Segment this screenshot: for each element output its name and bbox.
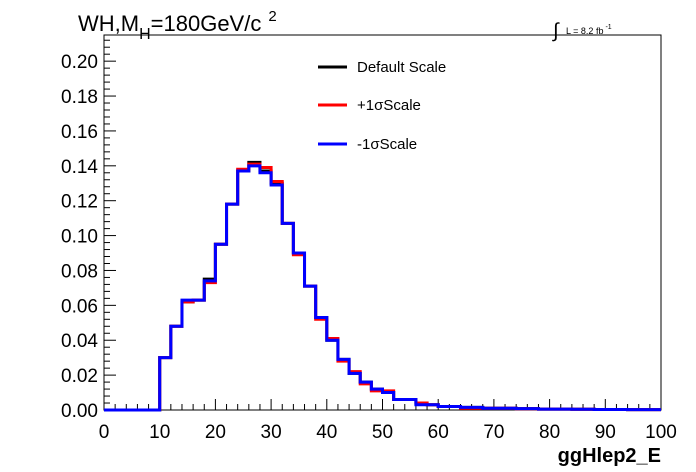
axes: 0.00 0.02 0.04 0.06 0.08 0.10 0.12 0.14 0.16 0.18… bbox=[61, 39, 677, 443]
luminosity-integral-symbol: ∫ bbox=[552, 20, 560, 42]
title-superscript: 2 bbox=[268, 8, 276, 25]
series-default-scale bbox=[104, 160, 661, 412]
y-tick-label: 0.12 bbox=[61, 192, 98, 213]
x-tick-label: 70 bbox=[483, 422, 504, 443]
luminosity-superscript: -1 bbox=[605, 24, 611, 31]
series-group bbox=[104, 160, 661, 412]
y-tick-label: 0.04 bbox=[61, 331, 98, 352]
x-tick-label: 0 bbox=[99, 422, 110, 443]
x-tick-label: 80 bbox=[539, 422, 560, 443]
x-tick-label: 20 bbox=[205, 422, 226, 443]
x-tick-label: 10 bbox=[149, 422, 170, 443]
y-tick-label: 0.00 bbox=[61, 401, 98, 422]
y-tick-label: 0.14 bbox=[61, 157, 98, 178]
luminosity-text: L = 8.2 fb bbox=[566, 26, 603, 36]
legend: Default Scale +1σScale -1σScale bbox=[318, 59, 446, 153]
x-tick-label: 30 bbox=[261, 422, 282, 443]
y-tick-label: 0.10 bbox=[61, 227, 98, 248]
x-tick-label: 50 bbox=[372, 422, 393, 443]
y-tick-label: 0.06 bbox=[61, 296, 98, 317]
x-tick-label: 60 bbox=[428, 422, 449, 443]
luminosity-label: L = 8.2 fb -1 bbox=[566, 24, 612, 36]
legend-label: -1σScale bbox=[357, 136, 417, 153]
x-tick-label: 90 bbox=[595, 422, 616, 443]
series-minus-1sigma-scale bbox=[104, 164, 661, 412]
series-plus-1sigma-scale bbox=[104, 162, 661, 412]
y-tick-label: 0.02 bbox=[61, 366, 98, 387]
x-axis-label: ggHlep2_E bbox=[558, 445, 661, 467]
title-value: =180GeV/c bbox=[151, 11, 262, 36]
y-tick-label: 0.08 bbox=[61, 261, 98, 282]
y-tick-label: 0.20 bbox=[61, 52, 98, 73]
x-tick-label: 40 bbox=[316, 422, 337, 443]
y-tick-label: 0.18 bbox=[61, 87, 98, 108]
legend-label: +1σScale bbox=[357, 97, 421, 114]
y-tick-label: 0.16 bbox=[61, 122, 98, 143]
title-main: WH,M bbox=[78, 11, 139, 36]
chart-title: WH,MH=180GeV/c 2 bbox=[78, 8, 277, 43]
x-tick-label: 100 bbox=[645, 422, 677, 443]
plot-frame bbox=[103, 34, 662, 411]
legend-label: Default Scale bbox=[357, 59, 446, 76]
